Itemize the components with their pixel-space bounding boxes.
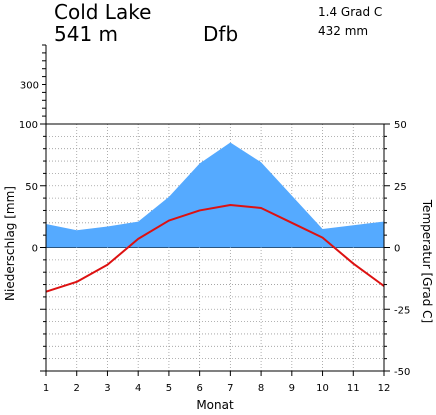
axis-ticks	[40, 123, 390, 376]
x-tick-label: 7	[227, 383, 233, 394]
right-tick-label: 25	[394, 182, 407, 193]
x-axis-label: Monat	[196, 398, 234, 412]
mean-temperature: 1.4 Grad C	[318, 5, 382, 19]
climate-class: Dfb	[203, 22, 238, 46]
x-tick-label: 9	[289, 383, 295, 394]
precipitation-area-layer	[45, 142, 385, 248]
right-tick-label: -25	[394, 305, 410, 316]
x-tick-label: 6	[196, 383, 202, 394]
x-tick-label: 4	[135, 383, 141, 394]
temperature-line	[45, 204, 385, 293]
temperature-line-layer	[45, 204, 385, 293]
left-tick-label: 50	[25, 182, 38, 193]
right-tick-label: 0	[394, 244, 400, 255]
x-tick-label: 2	[74, 383, 80, 394]
station-name: Cold Lake	[54, 0, 151, 24]
x-tick-label: 12	[378, 383, 391, 394]
right-tick-label: 50	[394, 120, 407, 131]
station-elevation: 541 m	[54, 22, 118, 46]
x-tick-label: 8	[258, 383, 264, 394]
right-tick-label: -50	[394, 367, 410, 378]
left-tick-label: 0	[32, 244, 38, 255]
left-tick-label: 100	[19, 120, 38, 131]
x-tick-label: 10	[316, 383, 329, 394]
extended-axis-tick-label: 300	[20, 81, 39, 92]
precipitation-area	[46, 142, 384, 248]
annual-precipitation: 432 mm	[318, 24, 368, 38]
left-axis-label: Niederschlag [mm]	[3, 186, 17, 301]
right-axis-label: Temperatur [Grad C]	[420, 199, 434, 323]
x-tick-label: 1	[43, 383, 49, 394]
extended-precipitation-axis: 300	[20, 44, 47, 125]
x-tick-label: 5	[166, 383, 172, 394]
x-tick-label: 11	[347, 383, 360, 394]
x-tick-label: 3	[104, 383, 110, 394]
